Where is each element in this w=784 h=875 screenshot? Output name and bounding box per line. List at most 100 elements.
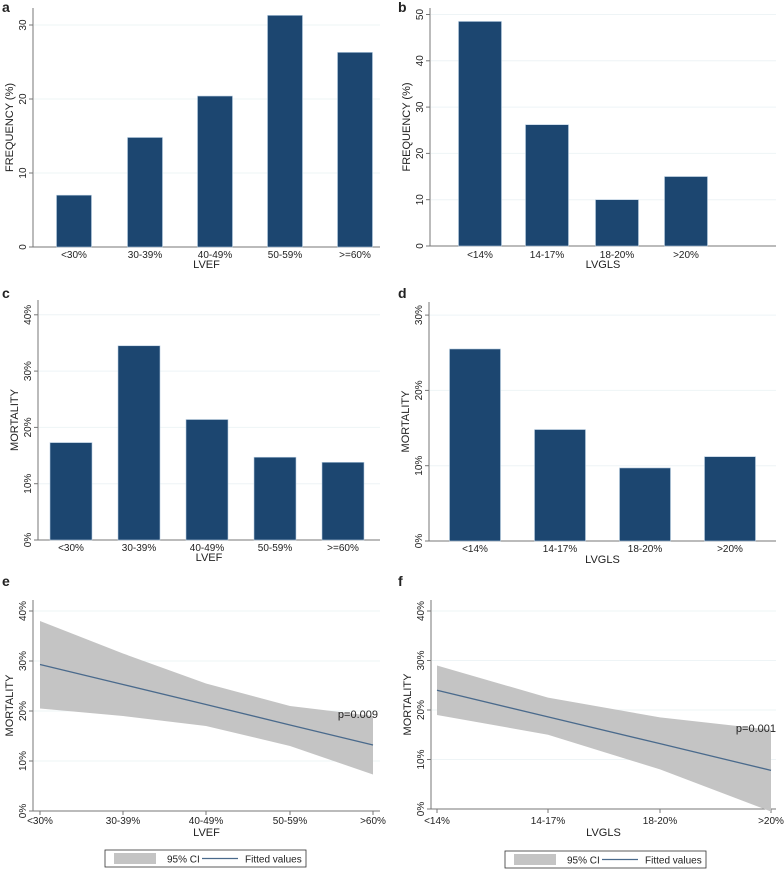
- y-tick-label: 0%: [416, 802, 427, 817]
- fitted-line: [436, 689, 772, 772]
- legend-fit-label: Fitted values: [645, 856, 702, 867]
- bar->=60%: [337, 52, 373, 248]
- legend-ci-label: 95% CI: [167, 855, 200, 866]
- x-tick-label: 14-17%: [530, 250, 565, 261]
- p-value-annotation: p=0.001: [736, 723, 776, 735]
- bar-14-17%: [525, 124, 569, 247]
- y-axis-label: MORTALITY: [402, 673, 414, 736]
- y-tick-label: 10%: [414, 456, 425, 476]
- panel-f: f 0% 10% 20% 30% 40% MORTALITY LVGLS <14% 14-17% 1…: [398, 573, 784, 869]
- x-tick-label: 50-59%: [268, 250, 303, 261]
- x-tick-label: >=60%: [339, 250, 371, 261]
- x-tick-label: 30-39%: [106, 816, 141, 827]
- y-tick-label: 0: [415, 243, 426, 249]
- y-tick-label: 0%: [23, 533, 34, 548]
- x-tick-label: 40-49%: [190, 543, 225, 554]
- x-tick-label: 14-17%: [531, 816, 566, 827]
- y-tick-label: 30: [18, 19, 29, 31]
- x-tick-label: 50-59%: [258, 543, 293, 554]
- y-axis-label: MORTALITY: [9, 388, 21, 451]
- y-tick-label: 30%: [414, 305, 425, 325]
- x-tick-label: <30%: [58, 543, 84, 554]
- x-tick-label: 50-59%: [273, 816, 308, 827]
- y-tick-label: 20%: [23, 417, 34, 437]
- y-tick-label: 30: [415, 101, 426, 113]
- x-axis-label: LVEF: [193, 827, 220, 839]
- x-tick-label: <14%: [462, 544, 488, 555]
- x-axis-label: LVEF: [196, 552, 223, 564]
- bar->20%: [664, 176, 708, 247]
- x-tick-label: >60%: [360, 816, 386, 827]
- legend-ci-label: 95% CI: [567, 856, 600, 867]
- panel-a: a 0 10 20 30 FREQUENCY (%) LVEF <30% 30-39% 40-49…: [2, 0, 380, 271]
- y-tick-label: 30%: [18, 651, 29, 671]
- x-tick-label: 18-20%: [643, 816, 678, 827]
- legend-fit-label: Fitted values: [245, 855, 302, 866]
- bar-<14%: [449, 348, 501, 542]
- y-tick-label: 10%: [18, 751, 29, 771]
- y-tick-label: 10: [18, 167, 29, 179]
- panel-b: b 0 10 20 30 40 50 FREQUENCY (%) LVGLS <14% 14-17%…: [398, 0, 776, 271]
- legend-ci-swatch: [114, 853, 156, 864]
- y-tick-label: 30%: [23, 361, 34, 381]
- y-tick-label: 50: [415, 9, 426, 21]
- x-tick-label: <14%: [467, 250, 493, 261]
- bar-<30%: [56, 194, 92, 248]
- x-tick-label: 18-20%: [600, 250, 635, 261]
- y-tick-label: 20%: [18, 701, 29, 721]
- legend: 95% CI Fitted values: [504, 850, 707, 869]
- x-tick-label: <30%: [27, 816, 53, 827]
- x-tick-label: <14%: [424, 816, 450, 827]
- panel-c: c 0% 10% 20% 30% 40% MORTALITY LVEF <30% 30-39% 40…: [2, 285, 380, 564]
- y-axis-label: FREQUENCY (%): [401, 82, 413, 171]
- panel-label: d: [398, 285, 407, 301]
- x-tick-label: <30%: [61, 250, 87, 261]
- y-tick-label: 20: [18, 93, 29, 105]
- y-tick-label: 40%: [416, 601, 427, 621]
- x-axis-label: LVGLS: [585, 554, 620, 566]
- bar-18-20%: [595, 199, 639, 247]
- fitted-line: [39, 663, 374, 746]
- y-tick-label: 10: [415, 194, 426, 206]
- bar->=60%: [321, 462, 365, 541]
- y-tick-label: 10%: [23, 474, 34, 494]
- y-tick-label: 20%: [414, 380, 425, 400]
- x-tick-label: 40-49%: [189, 816, 224, 827]
- x-tick-label: 18-20%: [628, 544, 663, 555]
- x-axis-label: LVGLS: [586, 827, 621, 839]
- y-tick-label: 40%: [23, 305, 34, 325]
- x-axis-label: LVEF: [193, 259, 220, 271]
- x-tick-label: >20%: [758, 816, 784, 827]
- x-tick-label: 30-39%: [122, 543, 157, 554]
- y-axis-label: MORTALITY: [4, 674, 16, 737]
- y-axis-label: FREQUENCY (%): [4, 83, 16, 172]
- ci-band: [437, 665, 771, 812]
- panel-label: e: [2, 573, 10, 589]
- x-tick-label: >20%: [673, 250, 699, 261]
- bar-<30%: [49, 442, 93, 541]
- x-axis-label: LVGLS: [586, 259, 621, 271]
- y-tick-label: 0: [18, 244, 29, 250]
- bar-50-59%: [253, 456, 297, 541]
- panel-label: b: [398, 0, 407, 15]
- bar-40-49%: [197, 95, 233, 248]
- panel-d: d 0% 10% 20% 30% MORTALITY LVGLS <14% 14-17% 18-2…: [398, 285, 776, 566]
- x-tick-label: >20%: [717, 544, 743, 555]
- panel-label: a: [2, 0, 10, 15]
- y-axis-label: MORTALITY: [400, 390, 412, 453]
- ci-band: [40, 621, 373, 775]
- x-tick-label: 40-49%: [198, 250, 233, 261]
- bar-30-39%: [127, 137, 163, 248]
- bar-40-49%: [185, 419, 229, 541]
- bar-50-59%: [267, 15, 303, 248]
- y-tick-label: 40: [415, 55, 426, 67]
- x-tick-label: 14-17%: [543, 544, 578, 555]
- panel-label: c: [2, 285, 10, 301]
- y-tick-label: 10%: [416, 749, 427, 769]
- legend: 95% CI Fitted values: [104, 849, 307, 868]
- bar-30-39%: [117, 345, 161, 541]
- y-tick-label: 20%: [416, 700, 427, 720]
- y-tick-label: 40%: [18, 601, 29, 621]
- y-tick-label: 30%: [416, 650, 427, 670]
